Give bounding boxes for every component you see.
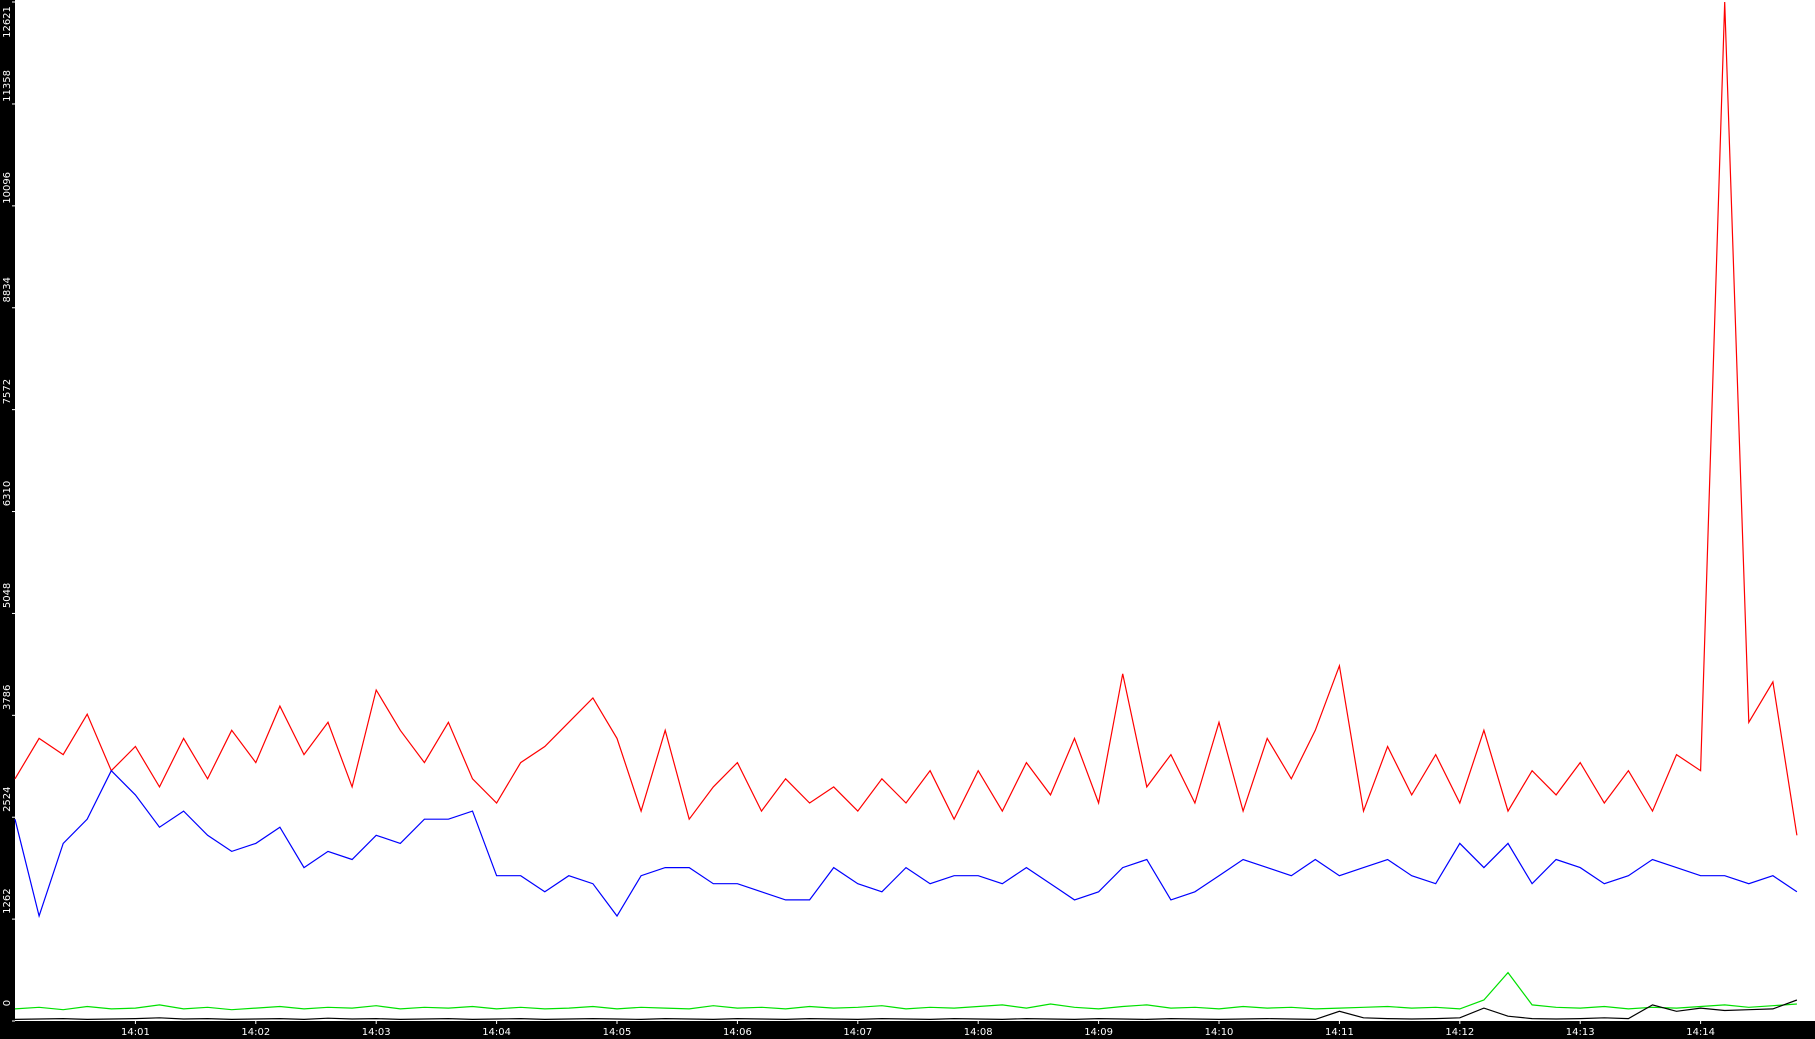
y-tick-label: 1262 bbox=[2, 888, 13, 913]
y-tick-label: 7572 bbox=[2, 379, 13, 404]
x-tick-label: 14:08 bbox=[964, 1027, 993, 1038]
y-axis-strip bbox=[0, 0, 15, 1039]
series-line bbox=[14, 999, 1798, 1021]
x-tick-label: 14:13 bbox=[1566, 1027, 1595, 1038]
y-tick-label: 5048 bbox=[2, 583, 13, 608]
series-line bbox=[14, 769, 1798, 919]
x-tick-label: 14:06 bbox=[723, 1027, 752, 1038]
series-line bbox=[14, 971, 1797, 1011]
y-tick-label: 6310 bbox=[2, 481, 13, 506]
x-tick-label: 14:10 bbox=[1205, 1027, 1234, 1038]
y-tick-label: 10096 bbox=[2, 172, 13, 204]
x-tick-label: 14:05 bbox=[603, 1027, 632, 1038]
x-tick-label: 14:01 bbox=[121, 1027, 150, 1038]
y-tick-label: 8834 bbox=[2, 277, 13, 302]
x-tick-label: 14:02 bbox=[241, 1027, 270, 1038]
x-tick-label: 14:04 bbox=[482, 1027, 511, 1038]
x-tick-label: 14:09 bbox=[1084, 1027, 1113, 1038]
series-line bbox=[14, 1, 1798, 836]
y-tick-label: 0 bbox=[2, 1000, 13, 1006]
x-tick-label: 14:03 bbox=[362, 1027, 391, 1038]
x-tick-label: 14:11 bbox=[1325, 1027, 1354, 1038]
y-tick-label: 2524 bbox=[2, 786, 13, 811]
x-axis-strip bbox=[0, 1021, 1815, 1039]
x-tick-label: 14:07 bbox=[843, 1027, 872, 1038]
x-tick-label: 14:14 bbox=[1686, 1027, 1715, 1038]
y-tick-label: 11358 bbox=[2, 70, 13, 102]
x-tick-label: 14:12 bbox=[1445, 1027, 1474, 1038]
y-tick-label: 12621 bbox=[2, 6, 13, 38]
y-tick-label: 3786 bbox=[2, 685, 13, 710]
